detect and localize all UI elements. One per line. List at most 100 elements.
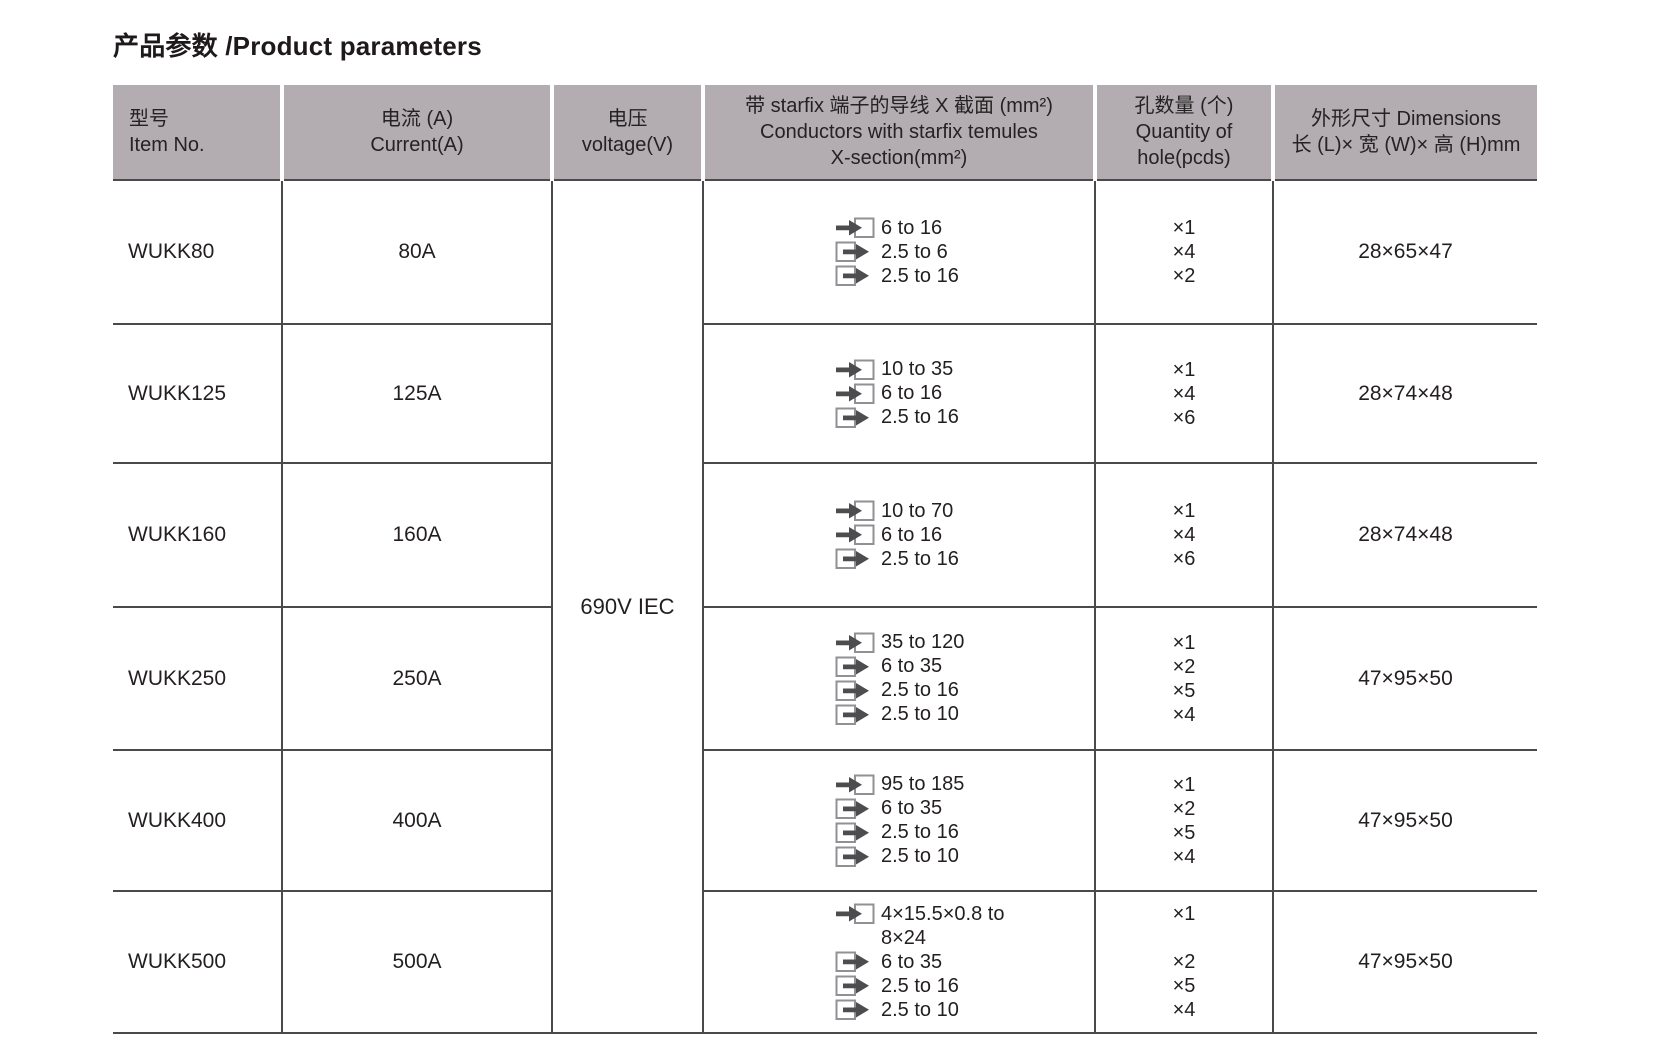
header-voltage-en: voltage(V) bbox=[581, 134, 674, 156]
header-quantity-zh: 孔数量 (个) bbox=[1134, 95, 1234, 117]
table-row: WUKK250 250A 35 to 120 6 to 35 bbox=[113, 606, 1537, 751]
current-cell: 125A bbox=[281, 323, 553, 464]
conductor-range: 2.5 to 10 bbox=[881, 845, 959, 867]
conductor-direction-icon bbox=[834, 406, 876, 430]
conductor-range: 10 to 35 bbox=[881, 358, 954, 380]
item-no: WUKK125 bbox=[128, 381, 227, 405]
quantity-cell: ×1 ×4 ×6 bbox=[1094, 462, 1274, 608]
item-no: WUKK80 bbox=[128, 240, 215, 263]
box-arrow-out-icon bbox=[835, 265, 869, 286]
conductor-direction-icon bbox=[834, 547, 876, 571]
conductor-range: 6 to 16 bbox=[881, 382, 943, 404]
hole-quantity: ×1 bbox=[1172, 500, 1196, 522]
hole-quantity: ×1 bbox=[1172, 217, 1196, 239]
conductor-range: 2.5 to 16 bbox=[881, 264, 959, 287]
table-row: WUKK80 80A 690V IEC 6 to 16 2.5 to 6 bbox=[113, 179, 1537, 1034]
item-no: WUKK160 bbox=[128, 523, 227, 546]
header-voltage-zh: 电压 bbox=[607, 108, 648, 130]
dimensions-cell: 28×74×48 bbox=[1272, 323, 1537, 464]
conductor-line: 8×24 bbox=[834, 926, 1094, 950]
quantity-cell: ×1 ×2 ×5 ×4 bbox=[1094, 606, 1274, 751]
conductor-line: 6 to 16 bbox=[834, 216, 1094, 240]
hole-quantity: ×4 bbox=[1172, 382, 1196, 405]
arrow-into-box-icon bbox=[836, 500, 875, 521]
header-dimensions: 外形尺寸 Dimensions 长 (L)× 宽 (W)× 高 (H)mm bbox=[1271, 85, 1537, 181]
hole-quantity: ×1 bbox=[1172, 358, 1196, 381]
arrow-into-box-icon bbox=[836, 632, 875, 653]
conductor-range: 2.5 to 16 bbox=[881, 974, 959, 997]
conductor-range: 6 to 35 bbox=[881, 950, 943, 973]
dimensions-cell: 47×95×50 bbox=[1272, 749, 1537, 892]
header-voltage: 电压 voltage(V) bbox=[550, 85, 703, 181]
conductor-line: 95 to 185 bbox=[834, 773, 1094, 797]
conductor-direction-icon bbox=[834, 240, 876, 264]
box-arrow-out-icon bbox=[835, 407, 869, 428]
arrow-into-box-icon bbox=[836, 359, 875, 380]
conductors-cell: 6 to 16 2.5 to 6 2.5 to 16 bbox=[702, 179, 1096, 325]
header-quantity-en1: Quantity of bbox=[1135, 121, 1233, 143]
hole-quantity: ×4 bbox=[1172, 845, 1196, 868]
box-arrow-out-icon bbox=[835, 951, 869, 972]
conductor-line: 6 to 35 bbox=[834, 655, 1094, 679]
conductor-range: 6 to 16 bbox=[881, 216, 943, 239]
conductor-line: 35 to 120 bbox=[834, 631, 1094, 655]
box-arrow-out-icon bbox=[835, 999, 869, 1020]
conductor-direction-icon bbox=[834, 655, 876, 679]
conductor-direction-icon bbox=[834, 631, 876, 655]
conductor-line: 2.5 to 16 bbox=[834, 406, 1094, 430]
header-item-no-zh: 型号 bbox=[129, 108, 169, 130]
conductor-direction-icon bbox=[834, 679, 876, 703]
current-value: 250A bbox=[392, 666, 442, 690]
conductor-direction-icon bbox=[834, 926, 876, 950]
conductor-direction-icon bbox=[834, 974, 876, 998]
current-value: 400A bbox=[392, 808, 442, 832]
dimensions-value: 28×74×48 bbox=[1358, 381, 1453, 405]
conductor-line: 2.5 to 16 bbox=[834, 679, 1094, 703]
header-current: 电流 (A) Current(A) bbox=[280, 85, 552, 181]
header-item-no-en: Item No. bbox=[129, 134, 205, 156]
conductor-range: 2.5 to 10 bbox=[881, 703, 959, 725]
header-dimensions-line1: 外形尺寸 Dimensions bbox=[1310, 108, 1502, 130]
conductor-line: 2.5 to 16 bbox=[834, 974, 1094, 998]
conductor-range: 2.5 to 16 bbox=[881, 406, 959, 428]
header-current-en: Current(A) bbox=[370, 134, 464, 156]
conductor-line: 2.5 to 16 bbox=[834, 821, 1094, 845]
hole-quantity: ×2 bbox=[1172, 797, 1196, 820]
conductor-range: 10 to 70 bbox=[881, 499, 954, 522]
hole-quantity: ×5 bbox=[1172, 679, 1196, 702]
arrow-into-box-icon bbox=[836, 903, 875, 924]
item-no-cell: WUKK400 bbox=[113, 749, 283, 892]
conductor-line: 2.5 to 10 bbox=[834, 845, 1094, 869]
conductor-line: 6 to 35 bbox=[834, 950, 1094, 974]
conductor-direction-icon bbox=[834, 902, 876, 926]
conductor-direction-icon bbox=[834, 264, 876, 288]
conductor-line: 2.5 to 10 bbox=[834, 703, 1094, 727]
dimensions-cell: 47×95×50 bbox=[1272, 606, 1537, 751]
header-conductors-en1: Conductors with starfix temules bbox=[760, 121, 1038, 143]
conductor-range: 2.5 to 10 bbox=[881, 998, 959, 1021]
current-cell: 500A bbox=[281, 890, 553, 1034]
header-row: 型号 Item No. 电流 (A) Current(A) 电压 voltage… bbox=[113, 85, 1537, 181]
table-row: WUKK125 125A 10 to 35 6 to 16 bbox=[113, 323, 1537, 464]
conductor-direction-icon bbox=[834, 382, 876, 406]
table-row: WUKK160 160A 10 to 70 6 to 16 bbox=[113, 462, 1537, 608]
dimensions-value: 28×65×47 bbox=[1358, 240, 1453, 263]
conductor-direction-icon bbox=[834, 773, 876, 797]
item-no-cell: WUKK250 bbox=[113, 606, 283, 751]
item-no: WUKK400 bbox=[128, 808, 227, 832]
conductors-cell: 10 to 35 6 to 16 2.5 to 16 bbox=[702, 323, 1096, 464]
dimensions-value: 47×95×50 bbox=[1358, 950, 1453, 973]
arrow-into-box-icon bbox=[836, 383, 875, 404]
current-cell: 250A bbox=[281, 606, 553, 751]
quantity-cell: ×1 ×2 ×5 ×4 bbox=[1094, 749, 1274, 892]
conductor-range: 2.5 to 6 bbox=[881, 240, 948, 263]
conductor-line: 10 to 35 bbox=[834, 358, 1094, 382]
hole-quantity: ×6 bbox=[1172, 548, 1196, 570]
hole-quantity: ×2 bbox=[1172, 951, 1196, 973]
box-arrow-out-icon bbox=[835, 822, 869, 843]
item-no-cell: WUKK80 bbox=[113, 179, 283, 325]
header-current-zh: 电流 (A) bbox=[380, 108, 454, 130]
arrow-into-box-icon bbox=[836, 217, 875, 238]
conductor-line: 6 to 16 bbox=[834, 523, 1094, 547]
conductor-line: 6 to 16 bbox=[834, 382, 1094, 406]
